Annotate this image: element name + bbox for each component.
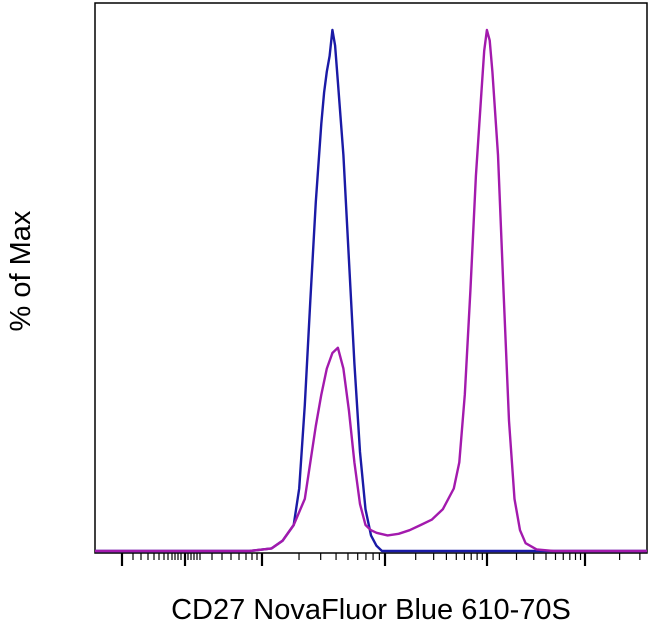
plot-frame — [94, 2, 648, 554]
series-group — [95, 28, 647, 553]
histogram-series-1 — [95, 28, 647, 553]
histogram-series-2 — [95, 28, 647, 553]
x-axis-label: CD27 NovaFluor Blue 610-70S — [171, 594, 571, 626]
x-axis-ticks — [120, 553, 641, 566]
y-axis-label: % of Max — [5, 210, 37, 331]
